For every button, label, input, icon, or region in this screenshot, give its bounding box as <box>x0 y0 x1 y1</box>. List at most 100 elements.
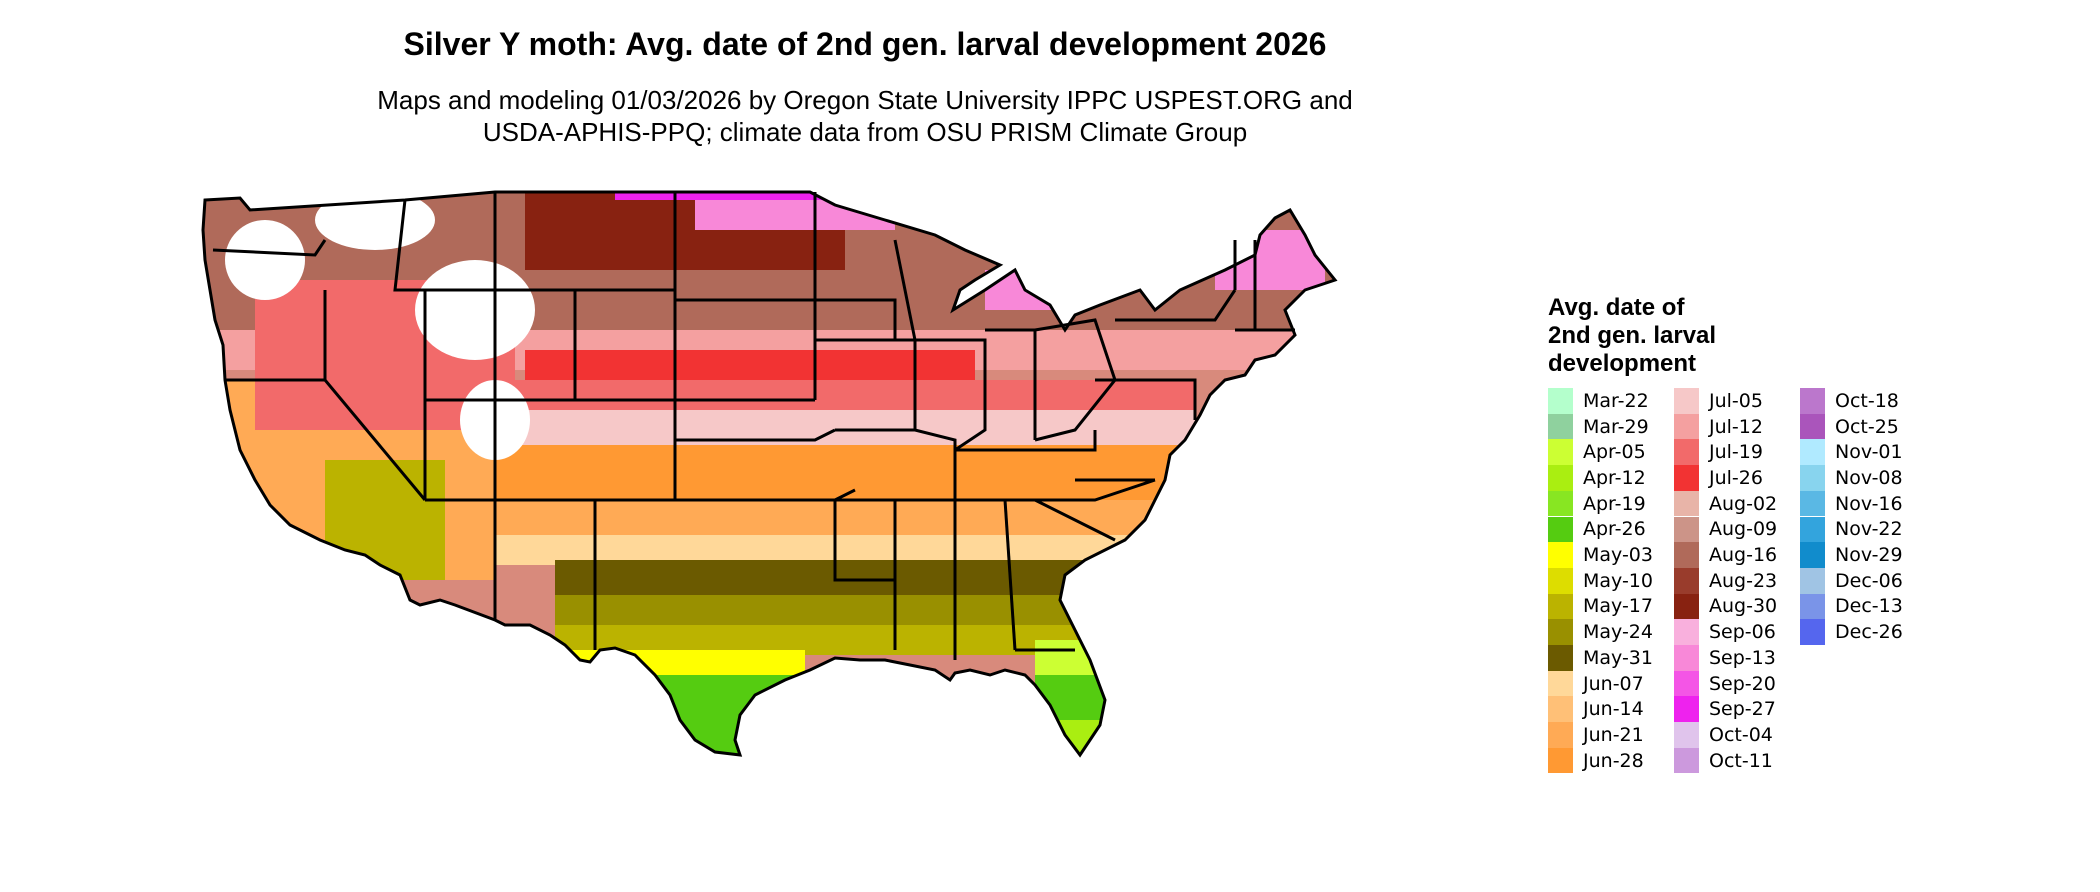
legend-label: May-10 <box>1583 569 1653 592</box>
legend-label: Mar-29 <box>1583 415 1649 438</box>
legend-item: May-17 <box>1548 593 1653 620</box>
legend-item: Mar-22 <box>1548 388 1649 414</box>
legend-swatch <box>1800 593 1825 620</box>
legend-swatch <box>1800 567 1825 594</box>
border-wi-west <box>893 239 917 341</box>
legend-swatch <box>1800 619 1825 645</box>
border-ga-sc <box>1034 498 1116 542</box>
map-title: Silver Y moth: Avg. date of 2nd gen. lar… <box>403 26 1327 62</box>
legend-swatch <box>1548 465 1573 491</box>
legend-label: Sep-06 <box>1709 621 1776 644</box>
legend-item: Jul-05 <box>1674 388 1763 414</box>
legend-title-line-1: Avg. date of <box>1548 294 1685 321</box>
border-pa <box>1095 378 1197 420</box>
legend-swatch <box>1548 619 1573 645</box>
border-mn-ia <box>815 298 897 340</box>
legend-item: Dec-06 <box>1800 567 1903 594</box>
legend-label: Jun-21 <box>1583 723 1644 746</box>
legend-swatch <box>1674 722 1699 748</box>
legend-item: Jun-21 <box>1548 722 1644 748</box>
legend-swatch <box>1674 670 1699 697</box>
legend-item: Aug-09 <box>1674 516 1778 543</box>
legend-swatch <box>1800 413 1825 440</box>
legend-label: Apr-12 <box>1583 466 1646 489</box>
us-phenology-map <box>201 190 1338 758</box>
zone-unreached-or <box>225 220 305 300</box>
legend-item: Jul-12 <box>1674 413 1763 440</box>
legend-label: Oct-25 <box>1835 415 1899 438</box>
legend-item: Nov-01 <box>1800 439 1903 466</box>
legend-item: Dec-26 <box>1800 619 1903 645</box>
legend-label: Sep-13 <box>1709 646 1776 669</box>
legend-label: Mar-22 <box>1583 389 1649 412</box>
legend-label: May-03 <box>1583 544 1653 567</box>
legend-swatch <box>1674 645 1699 671</box>
zone-apr-05 <box>1035 640 1115 680</box>
legend-item: May-24 <box>1548 619 1653 645</box>
legend-title: Avg. date of 2nd gen. larval development <box>1548 294 1768 378</box>
legend-swatch <box>1674 490 1699 517</box>
legend-item: May-31 <box>1548 645 1653 671</box>
legend-item: Sep-20 <box>1674 670 1776 697</box>
border-tn-south <box>895 478 1156 502</box>
zone-may-24 <box>555 595 1155 630</box>
legend-label: Sep-27 <box>1709 698 1776 721</box>
legend-item: Aug-16 <box>1674 542 1777 568</box>
legend-item: Jul-19 <box>1674 439 1763 466</box>
legend-title-line-2: 2nd gen. larval <box>1548 322 1717 349</box>
legend-swatch <box>1548 593 1573 620</box>
legend-swatch <box>1548 645 1573 671</box>
legend-label: May-31 <box>1583 646 1653 669</box>
subtitle-line-1: Maps and modeling 01/03/2026 by Oregon S… <box>377 85 1353 115</box>
legend-item: Nov-08 <box>1800 465 1903 491</box>
legend-swatch <box>1800 388 1825 414</box>
legend-label: Nov-22 <box>1835 518 1903 541</box>
legend-item: Apr-19 <box>1548 490 1646 517</box>
legend-item: Sep-27 <box>1674 696 1776 723</box>
legend-swatch <box>1674 516 1699 543</box>
legend-item: Apr-26 <box>1548 516 1646 543</box>
legend-label: Jul-05 <box>1709 389 1763 412</box>
legend-label: Dec-06 <box>1835 569 1903 592</box>
legend-label: Oct-18 <box>1835 389 1899 412</box>
legend-item: Jul-26 <box>1674 465 1763 491</box>
legend-label: May-17 <box>1583 595 1653 618</box>
legend-label: Jul-26 <box>1709 466 1763 489</box>
legend-swatch <box>1548 542 1573 568</box>
legend-swatch <box>1674 593 1699 620</box>
border-wa-or <box>212 239 327 257</box>
legend-label: Jul-12 <box>1709 415 1763 438</box>
legend-label: Aug-02 <box>1709 492 1778 515</box>
border-il <box>915 338 987 452</box>
legend-swatch <box>1548 670 1573 697</box>
legend-label: Jun-14 <box>1583 698 1644 721</box>
legend-item: Oct-25 <box>1800 413 1899 440</box>
legend-label: Apr-05 <box>1583 441 1646 464</box>
legend-item: Dec-13 <box>1800 593 1903 620</box>
legend-item: Aug-30 <box>1674 593 1778 620</box>
legend-item: Apr-12 <box>1548 465 1646 491</box>
state-boundaries <box>201 190 1338 758</box>
legend-item: Nov-29 <box>1800 542 1903 568</box>
legend-swatch <box>1674 439 1699 466</box>
legend-swatch <box>1674 542 1699 568</box>
zone-ny-sep-13 <box>985 270 1085 310</box>
legend-label: Aug-30 <box>1709 595 1778 618</box>
legend-item: Nov-22 <box>1800 516 1903 543</box>
zone-az-may-17 <box>325 460 445 580</box>
legend-label: Nov-16 <box>1835 492 1903 515</box>
legend-label: Nov-29 <box>1835 544 1903 567</box>
legend-label: Jul-19 <box>1709 441 1763 464</box>
legend-item: May-03 <box>1548 542 1653 568</box>
border-ky-tn <box>955 430 1097 452</box>
border-ne-ks <box>673 400 836 442</box>
legend-swatch <box>1674 388 1699 414</box>
border-tx-la <box>833 500 897 650</box>
legend-label: Sep-20 <box>1709 672 1776 695</box>
border-ny-pa <box>1115 289 1237 322</box>
legend-label: May-24 <box>1583 621 1653 644</box>
country-outline <box>201 190 1338 758</box>
legend-item: Aug-23 <box>1674 567 1777 594</box>
legend-label: Jun-28 <box>1583 749 1644 772</box>
legend-label: Aug-09 <box>1709 518 1778 541</box>
